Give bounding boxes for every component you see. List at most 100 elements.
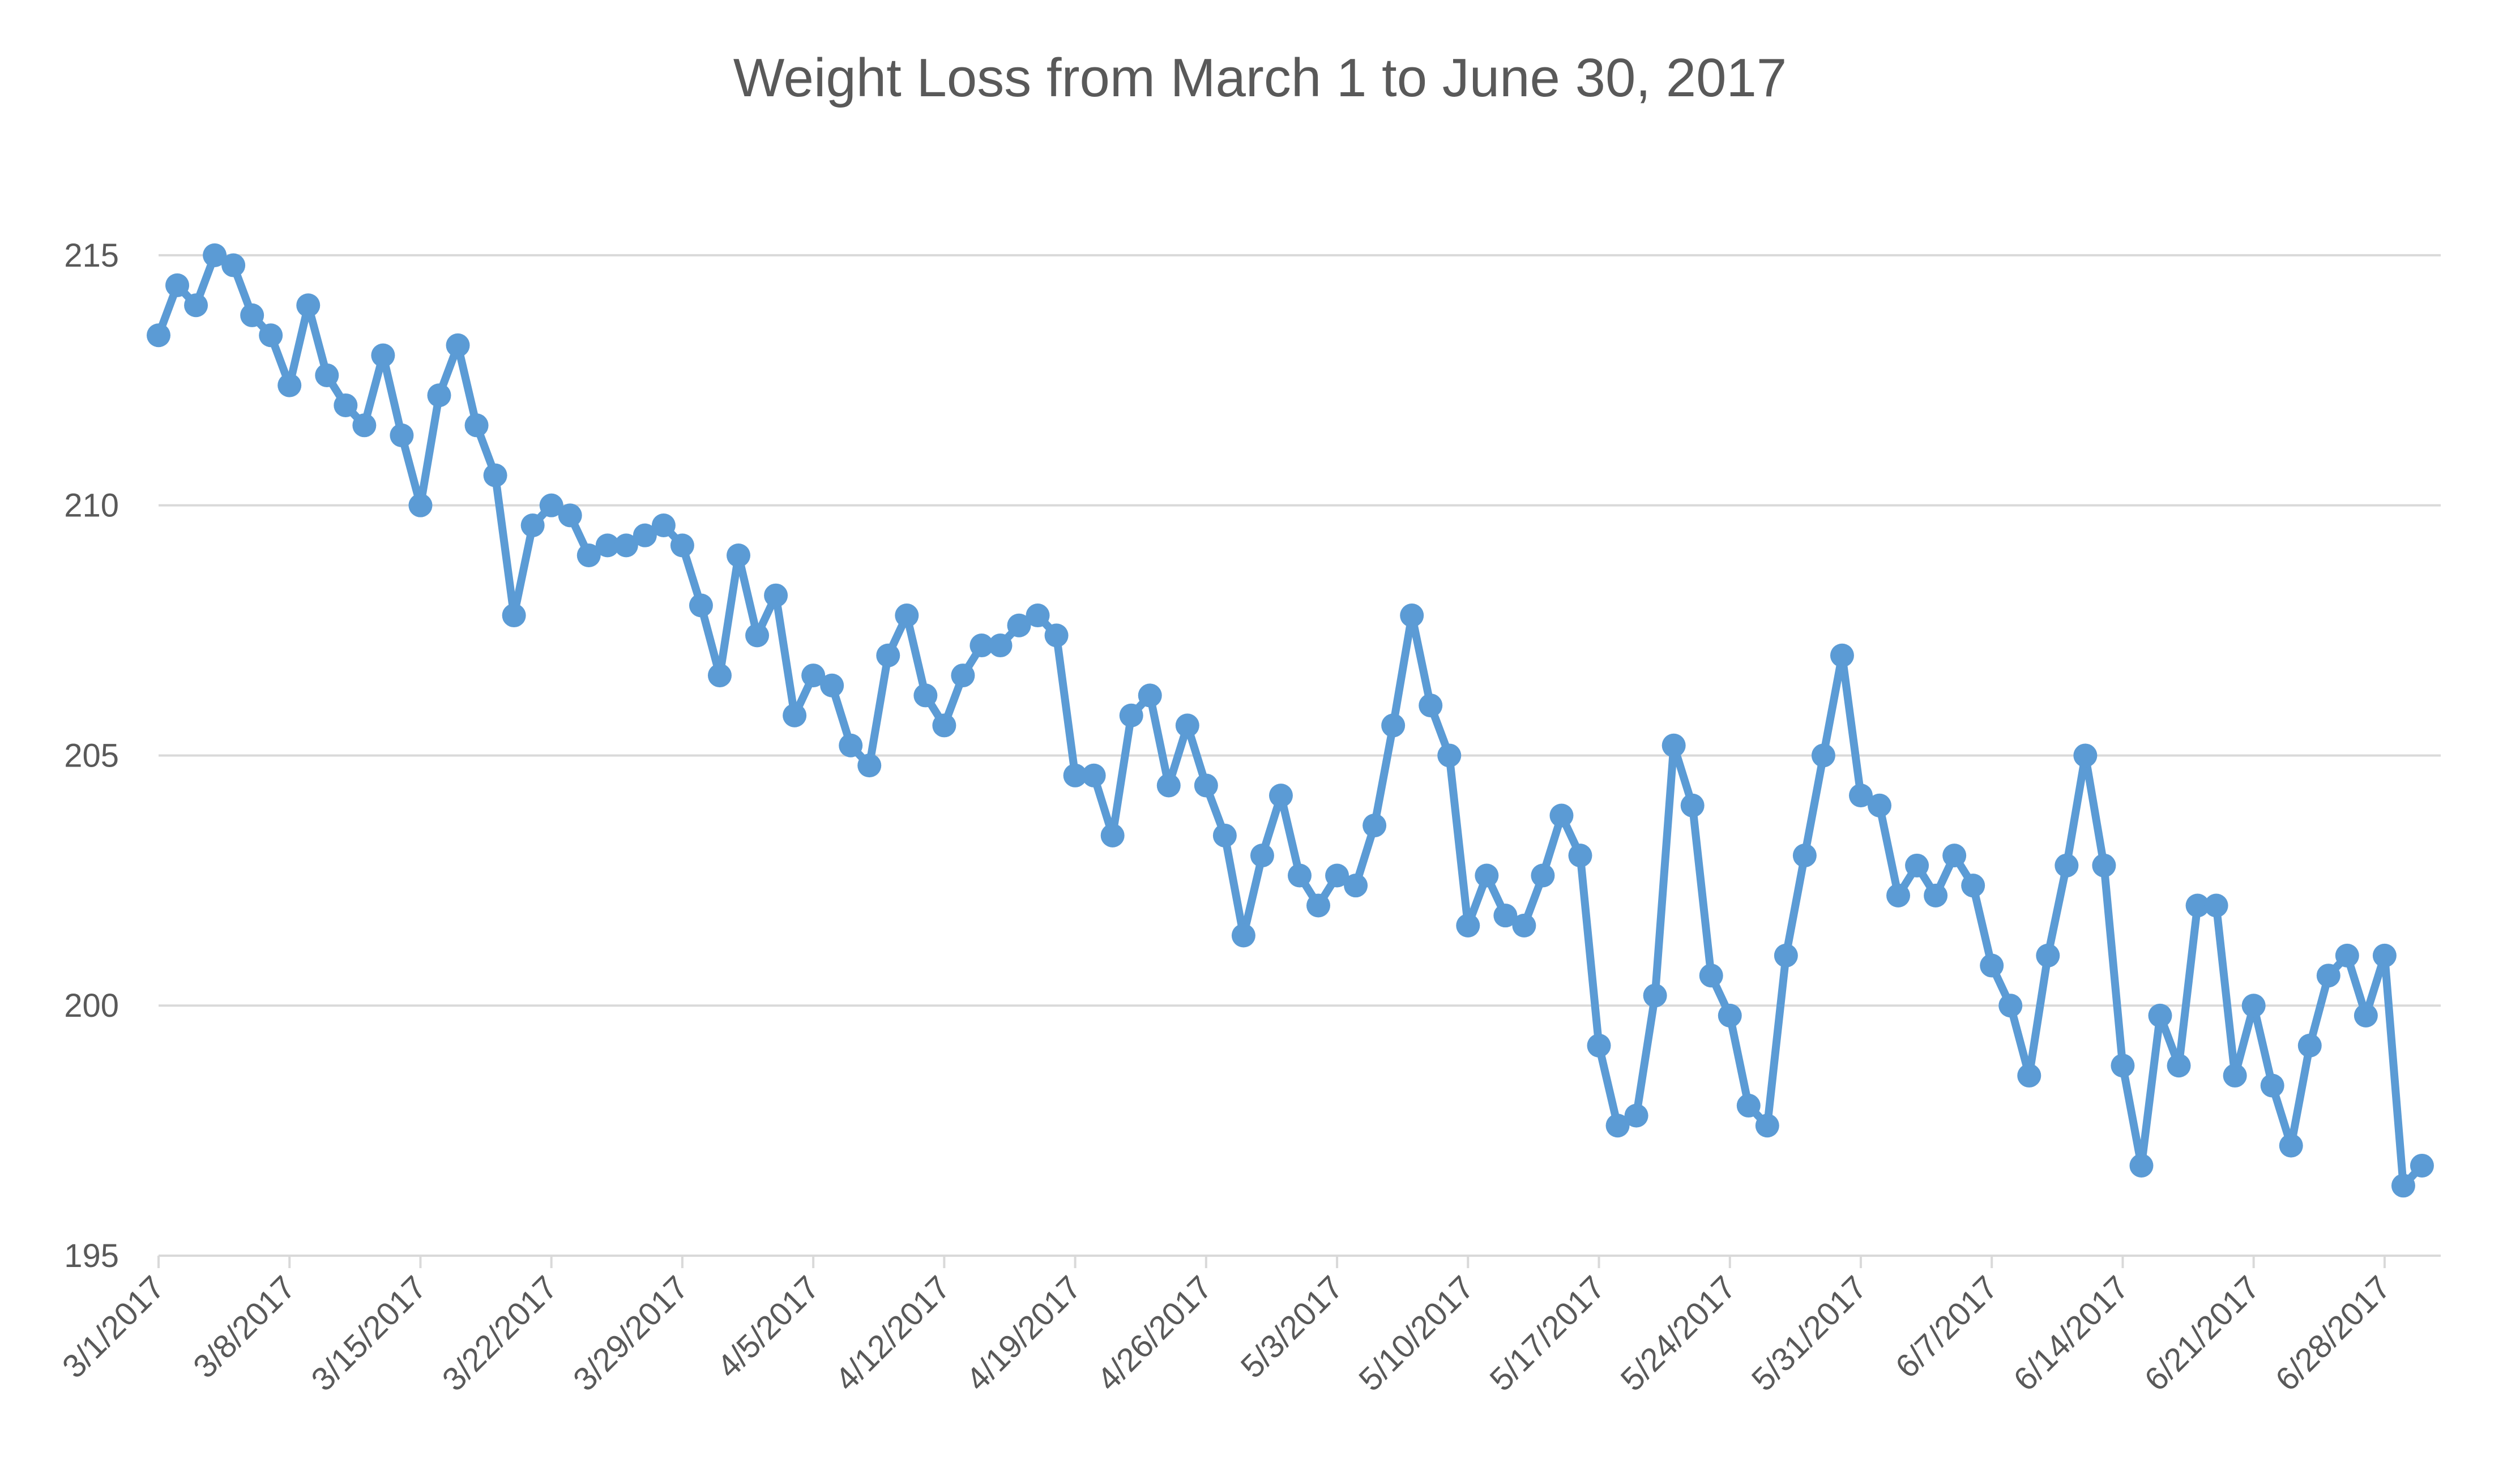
data-point bbox=[1250, 844, 1274, 868]
x-tick-label: 4/5/2017 bbox=[710, 1269, 827, 1385]
data-point bbox=[1082, 763, 1106, 787]
x-tick-label: 5/3/2017 bbox=[1234, 1269, 1351, 1385]
data-point bbox=[1568, 844, 1592, 868]
data-point bbox=[932, 713, 956, 738]
x-tick-label: 3/29/2017 bbox=[566, 1269, 695, 1398]
data-point bbox=[1680, 793, 1705, 817]
data-point bbox=[1475, 863, 1499, 888]
data-point bbox=[1362, 814, 1387, 838]
data-point bbox=[2111, 1054, 2135, 1078]
data-point bbox=[1212, 823, 1237, 847]
x-axis-labels: 3/1/2017 3/8/2017 3/15/2017 3/22/2017 3/29/2… bbox=[55, 1269, 2398, 1398]
data-point bbox=[633, 523, 657, 547]
data-point bbox=[1400, 603, 1424, 628]
data-point bbox=[390, 423, 414, 447]
data-point bbox=[165, 273, 190, 297]
x-tick-label: 5/24/2017 bbox=[1614, 1269, 1743, 1398]
data-point bbox=[839, 733, 863, 757]
x-tick-label: 5/17/2017 bbox=[1483, 1269, 1612, 1398]
data-point bbox=[315, 363, 339, 387]
data-point bbox=[1138, 683, 1162, 708]
data-point bbox=[576, 543, 601, 568]
data-point bbox=[2260, 1073, 2284, 1098]
x-tick-label: 4/12/2017 bbox=[828, 1269, 957, 1398]
y-tick-label: 195 bbox=[64, 1238, 119, 1274]
series-line bbox=[155, 251, 2426, 1190]
data-point bbox=[483, 463, 507, 487]
data-point bbox=[1026, 603, 1050, 628]
data-point bbox=[1718, 1003, 1742, 1028]
data-point bbox=[2055, 853, 2079, 878]
data-point bbox=[1493, 904, 1518, 928]
y-tick-label: 210 bbox=[64, 487, 119, 524]
data-point bbox=[1699, 964, 1723, 988]
data-point bbox=[1942, 844, 1967, 868]
data-point bbox=[895, 603, 919, 628]
data-point bbox=[951, 664, 975, 688]
data-point bbox=[876, 643, 900, 667]
data-point bbox=[1886, 883, 1911, 908]
data-point bbox=[2335, 943, 2359, 968]
x-tick-label: 6/21/2017 bbox=[2137, 1269, 2266, 1398]
data-point bbox=[1531, 863, 1555, 888]
series-weight bbox=[147, 243, 2434, 1198]
data-point bbox=[1119, 703, 1143, 727]
data-point bbox=[1268, 784, 1293, 808]
x-tick-label: 6/14/2017 bbox=[2006, 1269, 2135, 1398]
data-point bbox=[1419, 694, 1443, 718]
data-point bbox=[1868, 793, 1892, 817]
data-point bbox=[2391, 1174, 2415, 1198]
data-point bbox=[2279, 1133, 2303, 1158]
x-tick-label: 5/31/2017 bbox=[1745, 1269, 1874, 1398]
data-point bbox=[988, 634, 1013, 658]
data-point bbox=[259, 323, 283, 348]
data-point bbox=[1288, 863, 1312, 888]
data-point bbox=[2017, 1063, 2041, 1088]
data-point bbox=[334, 393, 358, 417]
y-tick-label: 215 bbox=[64, 237, 119, 274]
data-point bbox=[801, 664, 826, 688]
y-tick-label: 205 bbox=[64, 737, 119, 774]
data-point bbox=[2372, 943, 2397, 968]
data-point bbox=[1643, 983, 1667, 1008]
data-point bbox=[2148, 1003, 2172, 1028]
data-point bbox=[2316, 964, 2340, 988]
gridlines bbox=[159, 254, 2441, 1257]
data-point bbox=[1063, 763, 1087, 787]
data-point bbox=[2297, 1033, 2322, 1058]
data-point bbox=[2354, 1003, 2378, 1028]
data-point bbox=[1344, 874, 1368, 898]
data-point bbox=[539, 493, 563, 517]
data-point bbox=[689, 593, 713, 618]
data-point bbox=[296, 293, 321, 318]
data-point bbox=[969, 634, 994, 658]
data-point bbox=[857, 754, 882, 778]
data-point bbox=[1549, 803, 1574, 828]
x-tick-label: 4/19/2017 bbox=[959, 1269, 1088, 1398]
data-point bbox=[147, 323, 170, 348]
data-point bbox=[2204, 893, 2228, 918]
x-tick-label: 3/1/2017 bbox=[55, 1269, 172, 1385]
data-point bbox=[1007, 613, 1031, 637]
data-point bbox=[2223, 1063, 2247, 1088]
data-point bbox=[352, 413, 377, 438]
data-point bbox=[707, 664, 732, 688]
data-point bbox=[2073, 743, 2098, 768]
data-point bbox=[1624, 1103, 1648, 1128]
data-point bbox=[2410, 1153, 2434, 1178]
data-point bbox=[1437, 743, 1462, 768]
data-point bbox=[2036, 943, 2060, 968]
data-point bbox=[408, 493, 433, 517]
data-point bbox=[670, 533, 694, 558]
x-tick-label: 5/10/2017 bbox=[1352, 1269, 1481, 1398]
data-point bbox=[520, 513, 545, 538]
data-point bbox=[1194, 773, 1218, 798]
y-axis-labels: 195 200 205 210 215 bbox=[64, 237, 119, 1274]
y-tick-label: 200 bbox=[64, 987, 119, 1024]
x-tick-label: 3/22/2017 bbox=[435, 1269, 564, 1398]
x-tick-label: 6/28/2017 bbox=[2269, 1269, 2398, 1398]
data-point bbox=[1605, 1114, 1630, 1138]
data-point bbox=[727, 543, 751, 568]
